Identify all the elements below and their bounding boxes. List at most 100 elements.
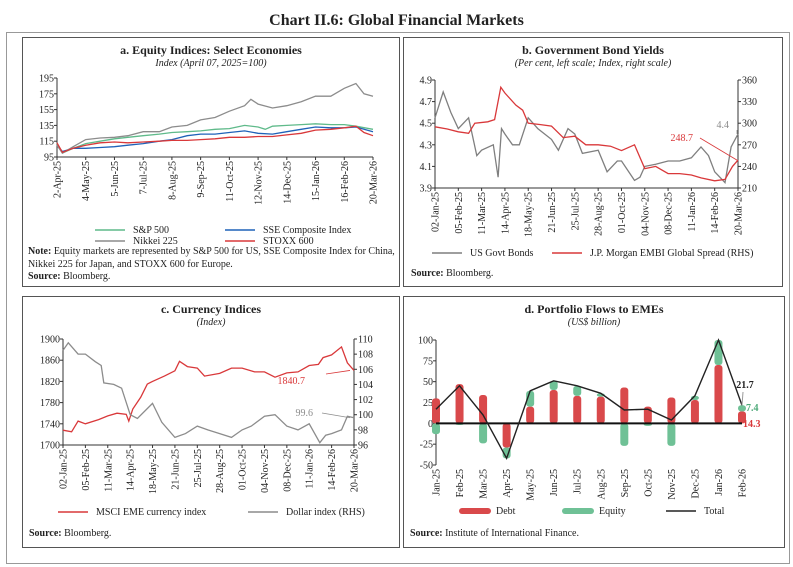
panel-currency-indices: c. Currency Indices (Index) Source: Bloo… — [22, 296, 400, 548]
y2-tick-label: 110 — [358, 335, 373, 346]
bar-debt-Aug-25 — [596, 396, 605, 424]
legend-label: Equity — [599, 506, 626, 517]
panel-government-bond-yields: b. Government Bond Yields (Per cent, lef… — [403, 37, 783, 287]
x-tick-label: 25-Jul-25 — [193, 449, 204, 487]
x-tick-label: Feb-25 — [455, 469, 466, 497]
legend-label: Nikkei 225 — [133, 236, 178, 247]
panel-equity-indices: a. Equity Indices: Select Economies Inde… — [22, 37, 400, 287]
source-text: Bloomberg. — [446, 268, 494, 279]
y2-tick-label: 330 — [742, 97, 757, 108]
panel-title: b. Government Bond Yields — [522, 43, 664, 57]
legend-label: Dollar index (RHS) — [286, 507, 365, 518]
legend-label: Debt — [496, 506, 516, 517]
x-tick-label: 14-Feb-26 — [327, 449, 338, 491]
y-tick-label: 195 — [39, 74, 54, 85]
note-text: Equity markets are represented by S&P 50… — [28, 246, 395, 270]
panel-title: a. Equity Indices: Select Economies — [120, 43, 302, 57]
annotation-leader — [741, 391, 744, 406]
x-tick-label: 05-Feb-25 — [81, 449, 92, 491]
legend-label: STOXX 600 — [263, 236, 314, 247]
bar-equity-Jun-25 — [549, 380, 558, 390]
annotation-label: 4.4 — [717, 120, 730, 131]
bar-debt-Feb-26 — [738, 411, 746, 424]
legend-label: US Govt Bonds — [470, 248, 533, 259]
x-tick-label: 11-Jan-26 — [687, 192, 698, 232]
y-tick-label: 3.9 — [420, 184, 433, 195]
y-tick-label: 175 — [39, 89, 54, 100]
annotation-leader — [321, 412, 351, 419]
x-tick-label: 05-Feb-25 — [454, 192, 465, 234]
x-tick-label: Sep-25 — [620, 469, 631, 497]
series-line-nikkei-225 — [56, 82, 374, 154]
series-line-msci-eme-currency-index — [62, 345, 355, 433]
y-tick-label: 50 — [423, 377, 433, 388]
y-tick-label: 4.7 — [420, 97, 433, 108]
x-tick-label: 9-Sep-25 — [196, 161, 207, 198]
y2-tick-label: 104 — [358, 380, 373, 391]
y-tick-label: 1860 — [40, 356, 60, 367]
x-tick-label: 25-Jul-25 — [570, 192, 581, 230]
bar-equity-Sep-25 — [620, 423, 629, 446]
y-tick-label: 4.1 — [420, 162, 433, 173]
y-tick-label: 100 — [418, 336, 433, 347]
x-tick-label: 12-Nov-25 — [254, 161, 265, 205]
x-tick-label: 08-Dec-25 — [282, 449, 293, 492]
x-tick-label: Apr-25 — [502, 469, 513, 498]
y-tick-label: 135 — [39, 121, 54, 132]
x-tick-label: 16-Feb-26 — [340, 161, 351, 203]
y-tick-label: 1900 — [40, 335, 60, 346]
annotation-label: 7.4 — [746, 403, 759, 414]
source: Source: Bloomberg. — [28, 271, 110, 284]
x-tick-label: 20-Mar-26 — [350, 449, 361, 492]
x-tick-label: 15-Jan-26 — [311, 161, 322, 201]
series-line-us-govt-bonds — [434, 89, 739, 184]
y2-tick-label: 240 — [742, 162, 757, 173]
series-line-dollar-index-rhs- — [62, 341, 355, 444]
series-line-s-p-500 — [56, 123, 374, 154]
bar-debt-Jul-25 — [573, 395, 582, 424]
y-tick-label: 1740 — [40, 419, 60, 430]
x-tick-label: May-25 — [526, 469, 537, 501]
x-tick-label: 08-Dec-25 — [664, 192, 675, 235]
bar-debt-Feb-25 — [455, 384, 464, 424]
source-label: Source: — [28, 271, 61, 282]
legend-label: MSCI EME currency index — [96, 507, 206, 518]
source: Source: Institute of International Finan… — [410, 528, 579, 541]
annotation-label: 248.7 — [671, 133, 694, 144]
y-tick-label: 115 — [39, 137, 54, 148]
series-line-total — [435, 338, 743, 461]
bar-debt-Nov-25 — [667, 397, 676, 424]
series-line-stoxx-600 — [56, 125, 374, 154]
legend-label: J.P. Morgan EMBI Global Spread (RHS) — [590, 248, 753, 259]
y2-tick-label: 210 — [742, 184, 757, 195]
y-tick-label: 95 — [44, 153, 54, 164]
y-tick-label: 4.5 — [420, 119, 433, 130]
note: Note: Equity markets are represented by … — [28, 246, 396, 271]
y-tick-label: 25 — [423, 398, 433, 409]
y2-tick-label: 102 — [358, 395, 373, 406]
x-tick-label: 14-Dec-25 — [282, 161, 293, 204]
legend-label: S&P 500 — [133, 225, 169, 236]
y2-tick-label: 96 — [358, 441, 368, 452]
x-tick-label: 11-Oct-25 — [225, 161, 236, 202]
x-tick-label: Jan-25 — [432, 469, 443, 496]
y2-tick-label: 106 — [358, 365, 373, 376]
panel-subtitle: (US$ billion) — [567, 317, 621, 328]
x-tick-label: 8-Aug-25 — [167, 161, 178, 200]
source: Source: Bloomberg. — [29, 528, 111, 541]
x-tick-label: 01-Oct-25 — [617, 192, 628, 233]
annotation-label: 99.6 — [296, 408, 314, 419]
y2-tick-label: 270 — [742, 140, 757, 151]
y2-tick-label: 98 — [358, 425, 368, 436]
y-tick-label: 4.3 — [420, 140, 433, 151]
x-tick-label: 14-Apr-25 — [500, 192, 511, 234]
bar-equity-Jul-25 — [573, 385, 582, 396]
y2-tick-label: 108 — [358, 350, 373, 361]
x-tick-label: 4-May-25 — [81, 161, 92, 201]
series-line-j-p-morgan-embi-global-spread-rhs- — [434, 85, 739, 182]
x-tick-label: 04-Nov-25 — [640, 192, 651, 236]
bar-debt-May-25 — [526, 406, 535, 424]
x-tick-label: 18-May-25 — [524, 192, 535, 237]
bar-debt-Jan-26 — [714, 365, 723, 424]
chart-title: Chart II.6: Global Financial Markets — [269, 12, 524, 29]
